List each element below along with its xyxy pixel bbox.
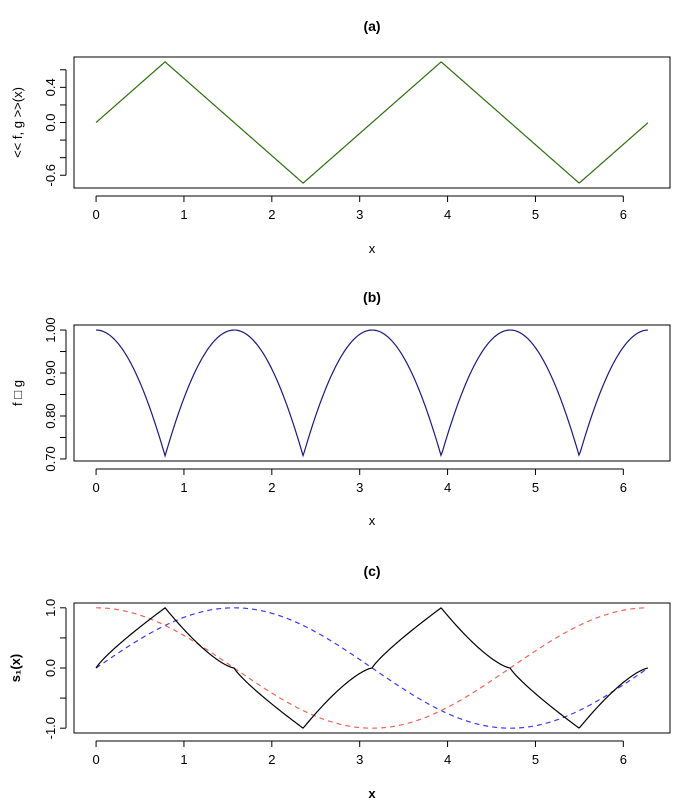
- y-tick-label: 0.70: [43, 446, 58, 471]
- y-tick-label: 0.0: [43, 113, 58, 131]
- x-tick-label: 2: [268, 207, 275, 222]
- x-tick-label: 6: [620, 207, 627, 222]
- x-tick-label: 3: [356, 480, 363, 495]
- x-tick-label: 3: [356, 207, 363, 222]
- y-tick-label: 1.00: [43, 317, 58, 342]
- y-tick-label: 0.4: [43, 78, 58, 96]
- x-tick-label: 0: [92, 480, 99, 495]
- x-tick-label: 4: [444, 480, 451, 495]
- panel-a: (a) 0 1 2 3 4 5 6 -0.6 0.0 0.4 x << f, g >>(x): [10, 18, 671, 256]
- y-axis-label: s₁(x): [8, 654, 23, 683]
- x-tick-label: 0: [92, 752, 99, 767]
- y-axis-label: << f, g >>(x): [10, 87, 25, 158]
- y-axis-label: f □ g: [10, 380, 25, 406]
- series-line-s1-x-: [95, 607, 649, 729]
- x-tick-label: 2: [268, 752, 275, 767]
- x-tick-label: 5: [532, 752, 539, 767]
- chart-title: (c): [363, 563, 380, 579]
- x-tick-label: 1: [180, 480, 187, 495]
- series-line-cos-x-: [96, 607, 648, 729]
- x-axis-label: x: [368, 786, 376, 801]
- x-tick-label: 1: [180, 752, 187, 767]
- x-tick-label: 4: [444, 207, 451, 222]
- x-tick-label: 4: [444, 752, 451, 767]
- x-tick-label: 6: [620, 480, 627, 495]
- plot-frame: [73, 602, 671, 734]
- x-axis-label: x: [369, 241, 376, 256]
- plot-frame: [73, 56, 671, 189]
- y-tick-label: 0.0: [43, 659, 58, 677]
- x-tick-label: 6: [620, 752, 627, 767]
- chart-title: (a): [363, 18, 380, 34]
- y-tick-label: -1.0: [43, 717, 58, 739]
- y-tick-label: 1.0: [43, 599, 58, 617]
- y-tick-label: -0.6: [43, 164, 58, 186]
- x-tick-label: 5: [532, 480, 539, 495]
- y-tick-label: 0.90: [43, 360, 58, 385]
- y-tick-label: 0.80: [43, 403, 58, 428]
- x-tick-label: 3: [356, 752, 363, 767]
- series-line-f-g: [96, 329, 648, 458]
- x-tick-label: 1: [180, 207, 187, 222]
- series-line--f-g-x-: [95, 61, 649, 184]
- panel-c: (c) 0 1 2 3 4 5 6 -1.0 0.0 1.0 x s₁(x): [8, 563, 671, 801]
- x-axis-label: x: [369, 513, 376, 528]
- chart-title: (b): [363, 289, 381, 305]
- plot-frame: [73, 324, 671, 462]
- x-tick-label: 0: [92, 207, 99, 222]
- x-tick-label: 5: [532, 207, 539, 222]
- panel-b: (b) 0 1 2 3 4 5 6 0.70 0.80 0.90 1.00 x f □ g: [10, 289, 671, 528]
- x-tick-label: 2: [268, 480, 275, 495]
- series-line-sin-x-: [95, 607, 649, 729]
